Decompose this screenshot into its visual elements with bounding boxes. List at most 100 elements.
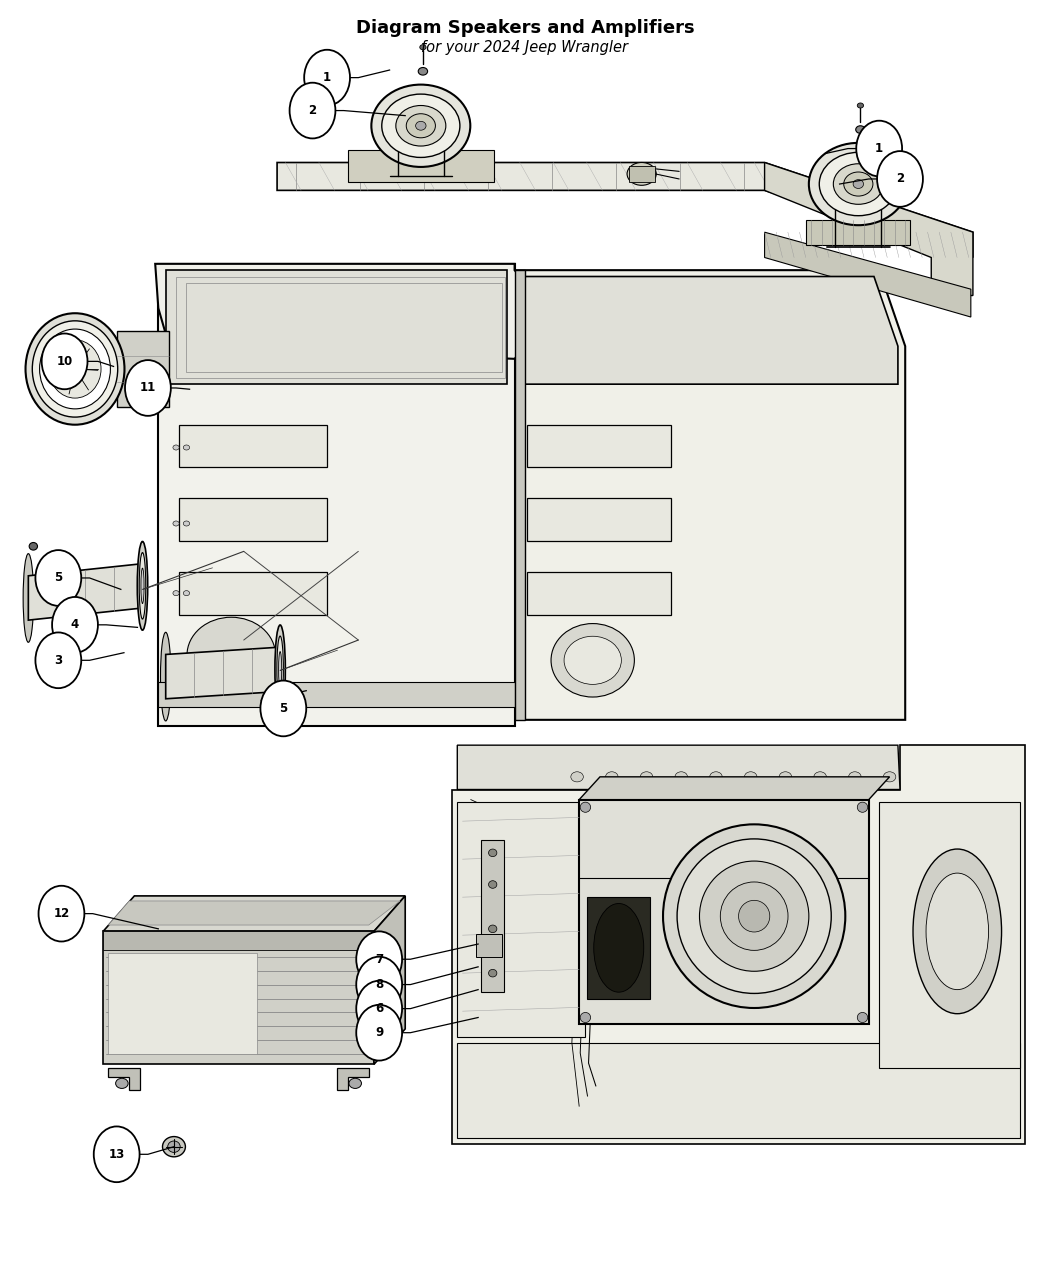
Ellipse shape: [116, 1079, 128, 1089]
Polygon shape: [159, 264, 514, 727]
Ellipse shape: [744, 771, 757, 782]
Ellipse shape: [488, 881, 497, 889]
Ellipse shape: [396, 106, 446, 147]
Circle shape: [356, 956, 402, 1012]
Polygon shape: [103, 896, 405, 931]
Polygon shape: [337, 1068, 369, 1090]
Polygon shape: [527, 425, 671, 467]
Circle shape: [39, 886, 84, 941]
Polygon shape: [166, 648, 280, 699]
Polygon shape: [517, 270, 905, 720]
Polygon shape: [580, 776, 889, 799]
Polygon shape: [514, 270, 525, 720]
Polygon shape: [28, 564, 143, 620]
Ellipse shape: [418, 68, 427, 75]
Ellipse shape: [844, 172, 873, 196]
Ellipse shape: [488, 849, 497, 857]
Text: 6: 6: [375, 1002, 383, 1015]
Circle shape: [356, 980, 402, 1037]
Polygon shape: [180, 571, 328, 615]
Ellipse shape: [67, 361, 82, 377]
Text: Diagram Speakers and Amplifiers: Diagram Speakers and Amplifiers: [356, 19, 694, 37]
Ellipse shape: [420, 45, 426, 50]
Polygon shape: [527, 499, 671, 541]
Ellipse shape: [275, 625, 286, 714]
Ellipse shape: [720, 882, 788, 950]
Ellipse shape: [853, 180, 863, 189]
Text: 12: 12: [54, 907, 69, 921]
Circle shape: [356, 931, 402, 987]
Circle shape: [856, 121, 902, 176]
Ellipse shape: [883, 771, 896, 782]
Ellipse shape: [349, 1079, 361, 1089]
Bar: [103, 931, 374, 1065]
Ellipse shape: [184, 590, 190, 595]
Ellipse shape: [814, 771, 826, 782]
Ellipse shape: [857, 802, 867, 812]
Ellipse shape: [640, 771, 653, 782]
Ellipse shape: [856, 126, 865, 134]
Text: 1: 1: [875, 142, 883, 156]
Circle shape: [42, 334, 87, 389]
Circle shape: [877, 152, 923, 207]
Ellipse shape: [138, 542, 148, 630]
Circle shape: [36, 632, 81, 688]
Circle shape: [304, 50, 350, 106]
Ellipse shape: [406, 113, 436, 138]
Ellipse shape: [372, 84, 470, 167]
Ellipse shape: [848, 771, 861, 782]
Polygon shape: [108, 1068, 140, 1090]
Bar: [629, 166, 655, 181]
Ellipse shape: [606, 771, 618, 782]
Polygon shape: [458, 802, 586, 1037]
Polygon shape: [155, 264, 525, 358]
Ellipse shape: [738, 900, 770, 932]
Ellipse shape: [163, 1136, 186, 1156]
Ellipse shape: [161, 632, 171, 720]
Ellipse shape: [184, 521, 190, 527]
Ellipse shape: [381, 991, 392, 1000]
Polygon shape: [588, 898, 650, 998]
Circle shape: [290, 83, 335, 139]
Polygon shape: [764, 162, 973, 296]
Text: 7: 7: [375, 952, 383, 965]
Text: 2: 2: [896, 172, 904, 185]
Ellipse shape: [710, 771, 722, 782]
Polygon shape: [879, 802, 1020, 1068]
Ellipse shape: [857, 103, 863, 108]
Text: 10: 10: [57, 354, 72, 368]
Ellipse shape: [914, 849, 1002, 1014]
Ellipse shape: [571, 771, 584, 782]
Bar: [103, 931, 374, 950]
Ellipse shape: [173, 590, 180, 595]
Ellipse shape: [834, 163, 883, 204]
Ellipse shape: [581, 802, 590, 812]
Circle shape: [260, 681, 307, 736]
Ellipse shape: [33, 321, 118, 417]
Ellipse shape: [926, 873, 988, 989]
Ellipse shape: [184, 445, 190, 450]
Text: 11: 11: [140, 381, 156, 394]
Ellipse shape: [675, 771, 688, 782]
Text: for your 2024 Jeep Wrangler: for your 2024 Jeep Wrangler: [421, 40, 629, 55]
Ellipse shape: [168, 1141, 181, 1153]
Ellipse shape: [699, 861, 808, 972]
Ellipse shape: [173, 521, 180, 527]
Polygon shape: [180, 499, 328, 541]
Polygon shape: [374, 896, 405, 1065]
Polygon shape: [180, 425, 328, 467]
Text: 3: 3: [55, 654, 62, 667]
Ellipse shape: [25, 314, 125, 425]
Circle shape: [52, 597, 98, 653]
Circle shape: [125, 360, 171, 416]
Polygon shape: [764, 232, 971, 317]
Ellipse shape: [40, 329, 110, 409]
Ellipse shape: [173, 445, 180, 450]
Ellipse shape: [551, 623, 634, 697]
Ellipse shape: [819, 153, 898, 215]
Polygon shape: [117, 332, 169, 407]
Ellipse shape: [23, 553, 34, 643]
Text: 9: 9: [375, 1026, 383, 1039]
Polygon shape: [458, 1043, 1020, 1137]
Ellipse shape: [49, 340, 101, 398]
